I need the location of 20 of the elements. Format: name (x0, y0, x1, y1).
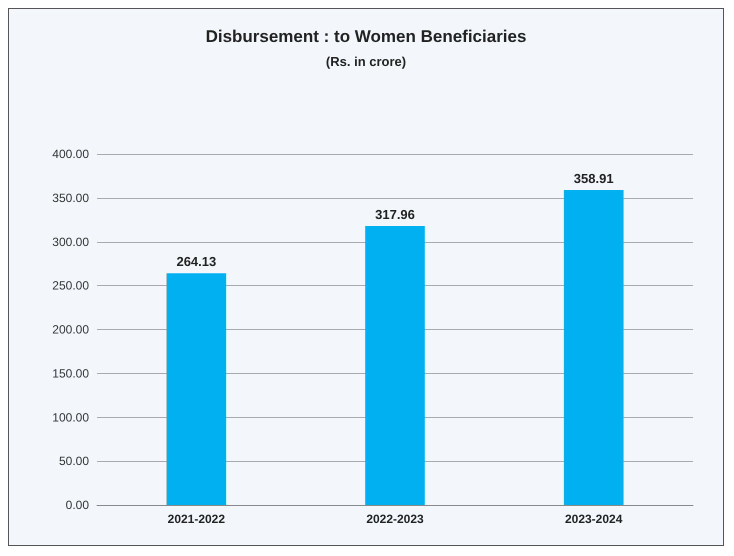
x-tick-label: 2022-2023 (366, 512, 424, 526)
y-tick-label: 200.00 (52, 322, 90, 336)
y-tick-label: 0.00 (66, 498, 90, 512)
data-label: 358.91 (574, 171, 614, 186)
y-tick-label: 150.00 (52, 366, 90, 380)
y-tick-label: 350.00 (52, 190, 90, 205)
chart-subtitle: (Rs. in crore) (326, 54, 406, 69)
y-tick-label: 400.00 (52, 147, 90, 161)
bar (365, 226, 425, 505)
y-tick-label: 100.00 (52, 410, 90, 424)
chart-title: Disbursement : to Women Beneficiaries (206, 27, 526, 46)
y-tick-label: 300.00 (52, 234, 90, 249)
bar (564, 190, 624, 505)
x-tick-label: 2023-2024 (564, 512, 623, 526)
x-tick-label: 2021-2022 (168, 512, 226, 526)
data-label: 264.13 (176, 254, 216, 270)
y-tick-label: 250.00 (52, 278, 90, 293)
bar (166, 273, 226, 505)
y-tick-label: 50.00 (58, 454, 90, 468)
data-label: 317.96 (375, 206, 415, 222)
